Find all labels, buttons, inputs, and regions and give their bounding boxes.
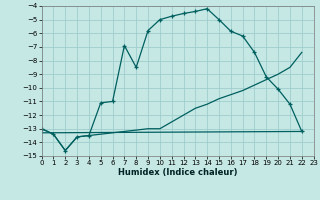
X-axis label: Humidex (Indice chaleur): Humidex (Indice chaleur) bbox=[118, 168, 237, 177]
